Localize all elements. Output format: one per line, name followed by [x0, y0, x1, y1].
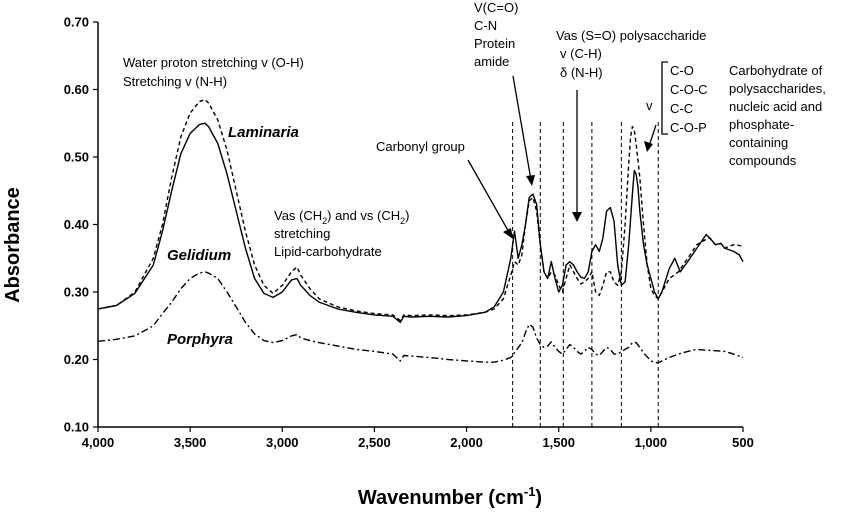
series-line-gelidium	[97, 122, 744, 324]
annotation-bond-2: C-O-C	[670, 82, 708, 97]
series-group	[97, 98, 744, 364]
y-tick-label: 0.50	[64, 150, 89, 165]
annotation-carb-5: containing	[729, 135, 788, 150]
annotation-sulf-2: v (C-H)	[560, 46, 602, 61]
annotation-vas-3: Lipid-carbohydrate	[274, 244, 382, 259]
reference-lines	[512, 122, 659, 427]
y-tick-label: 0.10	[64, 420, 89, 435]
arrow-carbohydrate	[648, 124, 657, 147]
x-tick-label: 500	[732, 435, 754, 450]
y-tick-label: 0.40	[64, 217, 89, 232]
x-axis-title: Wavenumber (cm-1)	[358, 484, 542, 509]
y-tick-label: 0.20	[64, 352, 89, 367]
annotation-carb-2: polysaccharides,	[729, 81, 826, 96]
annotation-carb-4: phosphate-	[729, 117, 794, 132]
annotation-carb-3: nucleic acid and	[729, 99, 822, 114]
x-tick-label: 2,500	[358, 435, 391, 450]
y-tick-label: 0.70	[64, 15, 89, 30]
arrow-carbonyl	[467, 159, 511, 235]
series-label-gelidium: Gelidium	[167, 247, 231, 264]
arrowhead-carbohydrate	[644, 141, 653, 152]
annotation-bond-1: C-O	[670, 63, 694, 78]
arrowhead-carbonyl	[503, 228, 513, 239]
x-axis-ticks: 4,000 3,500 3,000 2,500 2,000 1,500 1,000 500	[82, 427, 754, 450]
annotation-carb-1: Carbohydrate of	[729, 63, 823, 78]
x-tick-label: 1,500	[542, 435, 575, 450]
series-line-laminaria	[97, 98, 744, 322]
annotation-v-symbol: v	[646, 98, 653, 113]
series-line-porphyra	[97, 271, 744, 364]
annotation-vas-2: stretching	[274, 226, 330, 241]
annotation-amide-2: C-N	[474, 18, 497, 33]
arrow-amide	[512, 75, 532, 181]
annotation-water-1: Water proton stretching v (O-H)	[123, 55, 304, 70]
annotation-sulf-3: δ (N-H)	[560, 65, 603, 80]
y-tick-label: 0.60	[64, 82, 89, 97]
annotation-sulf-1: Vas (S=O) polysaccharide	[556, 28, 706, 43]
x-tick-label: 4,000	[82, 435, 115, 450]
annotation-carb-6: compounds	[729, 153, 797, 168]
annotation-amide-4: amide	[474, 54, 509, 69]
x-tick-label: 1,000	[635, 435, 668, 450]
annotation-carbonyl: Carbonyl group	[376, 139, 465, 154]
y-axis-ticks: 0.10 0.20 0.30 0.40 0.50 0.60 0.70	[64, 15, 98, 435]
x-tick-label: 3,500	[174, 435, 207, 450]
annotation-vas-1: Vas (CH2) and vs (CH2)	[274, 208, 410, 226]
annotation-amide-1: V(C=O)	[474, 0, 518, 15]
y-axis-title: Absorbance	[2, 187, 24, 303]
arrowhead-amide	[526, 175, 535, 186]
annotation-water-2: Stretching v (N-H)	[123, 74, 227, 89]
series-label-porphyra: Porphyra	[167, 331, 233, 348]
bond-bracket	[661, 61, 668, 135]
y-tick-label: 0.30	[64, 285, 89, 300]
annotation-bond-4: C-O-P	[670, 120, 707, 135]
arrowhead-sulfate	[572, 212, 582, 222]
x-tick-label: 3,000	[266, 435, 299, 450]
annotation-amide-3: Protein	[474, 36, 515, 51]
series-label-laminaria: Laminaria	[228, 124, 299, 141]
annotation-bond-3: C-C	[670, 101, 693, 116]
x-tick-label: 2,000	[450, 435, 483, 450]
